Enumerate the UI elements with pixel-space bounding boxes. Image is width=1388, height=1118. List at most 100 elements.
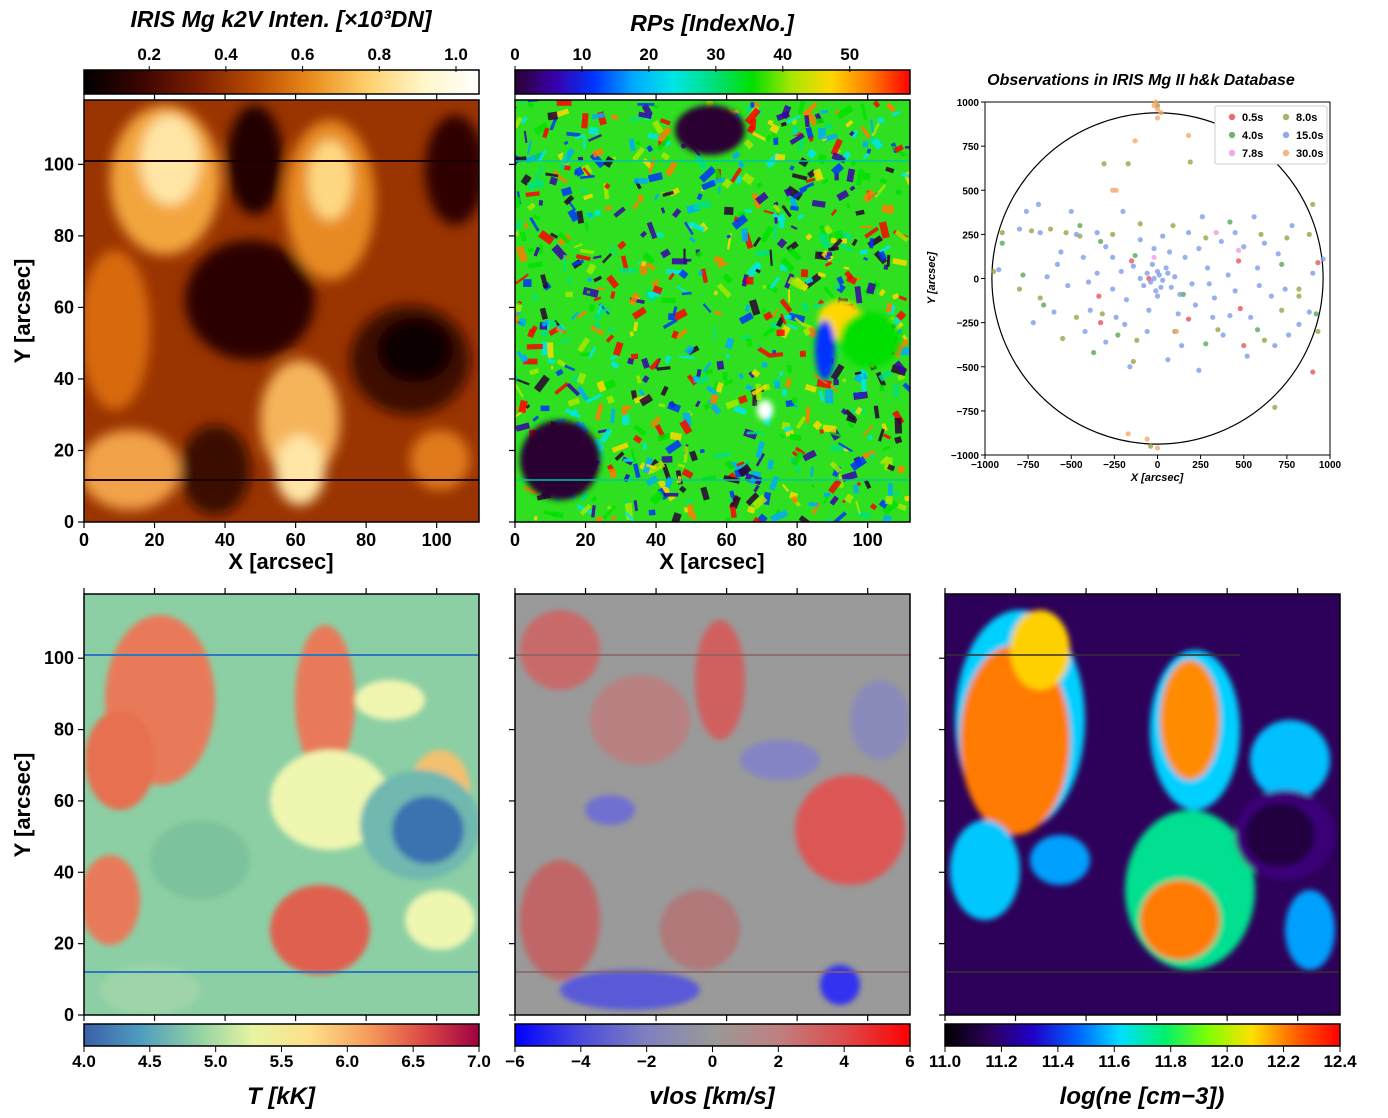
rps-speckle — [656, 231, 665, 239]
scatter-point — [1206, 281, 1212, 287]
rps-speckle — [892, 490, 900, 498]
rps-speckle — [587, 346, 597, 359]
rps-speckle — [823, 492, 831, 498]
y-tick-label: 0 — [64, 512, 74, 532]
scatter-point — [1185, 230, 1192, 236]
scatter-x-tick-label: 0 — [1155, 460, 1161, 471]
rps-speckle — [870, 119, 874, 133]
rps-colorbar-tick-label: 0 — [510, 45, 519, 64]
rps-speckle — [592, 515, 604, 522]
rps-speckle — [591, 505, 596, 518]
rps-speckle — [638, 111, 652, 119]
rps-speckle — [579, 174, 595, 180]
scatter-point — [1094, 270, 1100, 276]
rps-speckle — [527, 261, 543, 269]
rps-speckle — [840, 408, 848, 416]
rps-speckle — [878, 221, 890, 239]
rps-speckle — [717, 261, 728, 268]
rps-speckle — [649, 358, 661, 371]
rps-speckle — [610, 515, 617, 521]
scatter-point — [1129, 258, 1135, 264]
rps-speckle — [579, 248, 595, 255]
den-colorbar-tick-label: 12.2 — [1267, 1052, 1300, 1071]
scatter-point — [1284, 235, 1290, 241]
rps-speckle — [551, 244, 567, 261]
rps-speckle — [879, 384, 885, 392]
rps-speckle — [624, 499, 628, 504]
rps-speckle — [744, 304, 751, 312]
rps-speckle — [759, 225, 774, 244]
rps-speckle — [533, 246, 541, 257]
rps-speckle — [633, 424, 647, 437]
den-colorbar-tick-label: 11.6 — [1098, 1052, 1130, 1071]
rps-speckle — [817, 232, 832, 250]
rps-speckle — [842, 150, 852, 160]
scatter-point — [1235, 258, 1242, 264]
rps-speckle — [797, 213, 805, 221]
intensity-map-frame — [83, 99, 480, 523]
rps-speckle — [744, 107, 761, 125]
rps-speckle — [724, 206, 734, 216]
rps-speckle — [843, 266, 850, 270]
rps-speckle — [723, 517, 731, 522]
scatter-point — [1016, 226, 1023, 232]
rps-speckle — [663, 354, 672, 364]
scatter-point — [1110, 187, 1116, 193]
rps-speckle — [672, 308, 688, 322]
rps-speckle — [606, 395, 615, 405]
rps-speckle — [517, 300, 523, 305]
scatter-x-tick-label: 1000 — [1319, 460, 1342, 471]
scatter-y-axis-label: Y [arcsec] — [926, 251, 938, 304]
scatter-point — [1296, 293, 1302, 299]
scatter-point — [1196, 367, 1202, 373]
rps-speckle — [861, 172, 871, 181]
scatter-point — [1196, 245, 1202, 252]
rps-speckle — [797, 139, 805, 152]
rps-speckle — [757, 343, 762, 349]
rps-speckle — [583, 193, 594, 201]
scatter-legend-items: 0.5s 4.0s 7.8s 8.0s 15.0s 30.0s — [1228, 112, 1324, 160]
rps-speckle — [705, 385, 718, 396]
rps-speckle — [630, 353, 639, 360]
rps-speckle — [591, 112, 605, 120]
rps-speckle — [748, 476, 757, 486]
rps-speckle — [633, 177, 648, 185]
legend-label: 7.8s — [1242, 148, 1263, 160]
rps-speckle — [845, 119, 854, 128]
rps-speckle — [789, 132, 805, 145]
rps-speckle — [580, 352, 590, 357]
rps-speckle — [665, 268, 683, 275]
rps-speckle — [714, 168, 723, 182]
rps-speckle — [661, 455, 673, 463]
rps-speckle — [532, 415, 540, 422]
rps-speckle — [877, 428, 885, 442]
rps-speckle — [897, 465, 906, 474]
rps-speckle — [658, 403, 666, 408]
rps-speckle — [605, 334, 615, 343]
rps-speckle — [813, 373, 828, 385]
scatter-y-tick-label: 1000 — [957, 98, 980, 109]
rps-speckle — [581, 112, 589, 129]
rps-speckle — [588, 212, 593, 217]
x-tick-label: 60 — [717, 530, 737, 550]
rps-speckle — [641, 375, 650, 384]
scatter-point — [999, 230, 1005, 236]
scatter-point — [1177, 291, 1183, 297]
rps-speckle — [904, 495, 910, 502]
rps-speckle — [802, 327, 811, 337]
rps-speckle — [881, 204, 895, 214]
temp-colorbar-tick-label: 4.5 — [138, 1052, 162, 1071]
rps-speckle — [868, 453, 876, 460]
rps-speckle — [774, 217, 778, 224]
rps-speckle — [830, 208, 838, 217]
rps-speckle — [576, 372, 587, 385]
scatter-point — [1204, 265, 1211, 271]
rps-speckle — [671, 258, 688, 265]
rps-speckle — [678, 485, 687, 494]
scatter-point — [1261, 240, 1268, 246]
rps-speckle — [661, 463, 672, 481]
rps-speckle — [647, 262, 656, 271]
rps-speckle — [824, 122, 833, 130]
temperature-colorbar-ticks: 4.0 4.5 5.0 5.5 6.0 6.5 7.0 — [72, 1046, 491, 1071]
rps-speckle — [585, 393, 603, 404]
